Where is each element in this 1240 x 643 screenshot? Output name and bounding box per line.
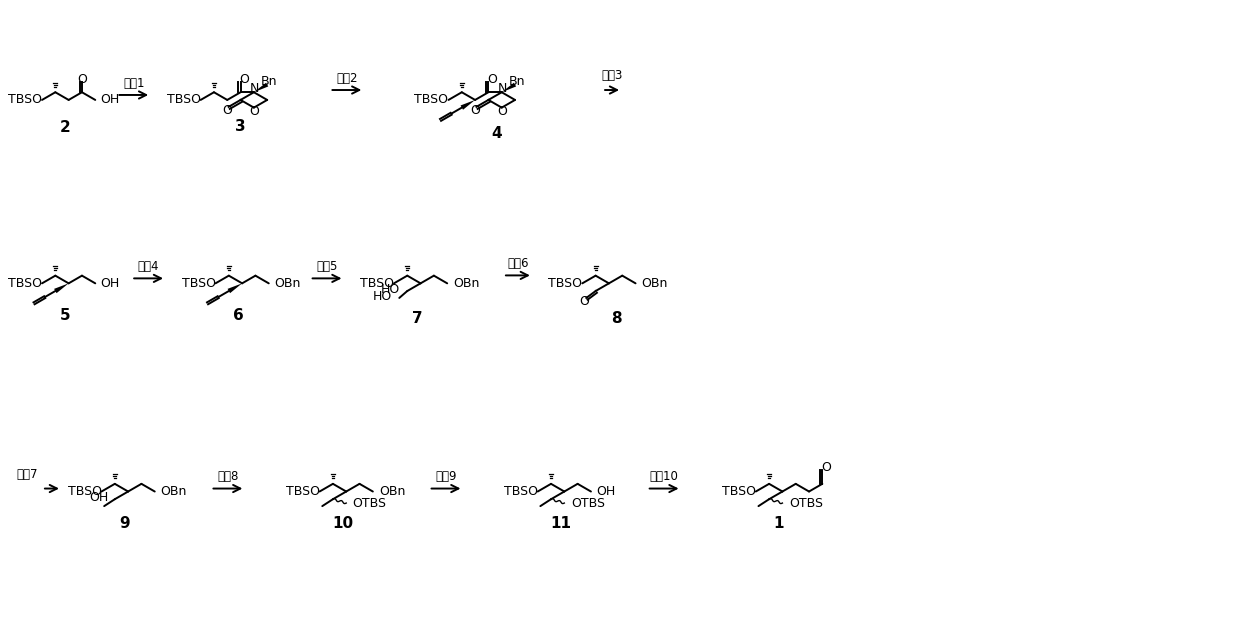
- Text: 步骤4: 步骤4: [138, 260, 160, 273]
- Text: N: N: [249, 82, 259, 95]
- Text: 步骤9: 步骤9: [435, 470, 456, 483]
- Text: OTBS: OTBS: [352, 496, 387, 509]
- Text: 步骤8: 步骤8: [217, 470, 238, 483]
- Text: O: O: [579, 295, 589, 308]
- Text: 9: 9: [119, 516, 130, 530]
- Text: OBn: OBn: [378, 485, 405, 498]
- Text: 步骤6: 步骤6: [507, 257, 528, 270]
- Text: OBn: OBn: [161, 485, 187, 498]
- Text: O: O: [239, 73, 249, 86]
- Text: O: O: [77, 73, 87, 86]
- Polygon shape: [254, 83, 268, 92]
- Text: 10: 10: [332, 516, 353, 530]
- Text: TBSO: TBSO: [414, 93, 449, 107]
- Text: HO: HO: [373, 291, 392, 303]
- Text: O: O: [497, 105, 507, 118]
- Text: TBSO: TBSO: [7, 277, 42, 290]
- Text: 11: 11: [551, 516, 572, 530]
- Text: O: O: [487, 73, 497, 86]
- Text: TBSO: TBSO: [7, 93, 42, 107]
- Text: O: O: [821, 460, 831, 473]
- Text: OTBS: OTBS: [570, 496, 605, 509]
- Text: 6: 6: [233, 307, 244, 323]
- Polygon shape: [460, 100, 475, 110]
- Text: TBSO: TBSO: [360, 277, 394, 290]
- Text: TBSO: TBSO: [166, 93, 201, 107]
- Text: OH: OH: [100, 93, 120, 107]
- Polygon shape: [502, 83, 516, 92]
- Text: 步骤7: 步骤7: [16, 467, 38, 480]
- Text: 步骤5: 步骤5: [316, 260, 337, 273]
- Polygon shape: [228, 284, 242, 293]
- Text: 8: 8: [611, 311, 621, 325]
- Text: Bn: Bn: [260, 75, 277, 87]
- Text: TBSO: TBSO: [722, 485, 756, 498]
- Text: 步骤10: 步骤10: [650, 470, 678, 483]
- Text: TBSO: TBSO: [285, 485, 320, 498]
- Text: 1: 1: [774, 516, 784, 530]
- Text: TBSO: TBSO: [548, 277, 583, 290]
- Text: TBSO: TBSO: [503, 485, 538, 498]
- Text: TBSO: TBSO: [181, 277, 216, 290]
- Text: 4: 4: [491, 127, 502, 141]
- Polygon shape: [55, 284, 68, 293]
- Text: 步骤2: 步骤2: [336, 71, 357, 85]
- Text: O: O: [223, 104, 233, 117]
- Text: 3: 3: [236, 120, 246, 134]
- Text: OH: OH: [596, 485, 615, 498]
- Text: 2: 2: [60, 120, 71, 135]
- Text: TBSO: TBSO: [67, 485, 102, 498]
- Text: Bn: Bn: [508, 75, 525, 87]
- Text: O: O: [249, 105, 259, 118]
- Text: N: N: [497, 82, 507, 95]
- Text: OBn: OBn: [275, 277, 301, 290]
- Text: 步骤1: 步骤1: [123, 77, 145, 89]
- Text: 7: 7: [412, 311, 423, 325]
- Text: 5: 5: [60, 307, 71, 323]
- Text: OH: OH: [100, 277, 120, 290]
- Text: OBn: OBn: [641, 277, 668, 290]
- Text: OH: OH: [89, 491, 108, 504]
- Text: OBn: OBn: [453, 277, 480, 290]
- Text: OTBS: OTBS: [789, 496, 823, 509]
- Text: 步骤3: 步骤3: [601, 69, 622, 82]
- Text: HO: HO: [381, 283, 401, 296]
- Text: O: O: [470, 104, 480, 117]
